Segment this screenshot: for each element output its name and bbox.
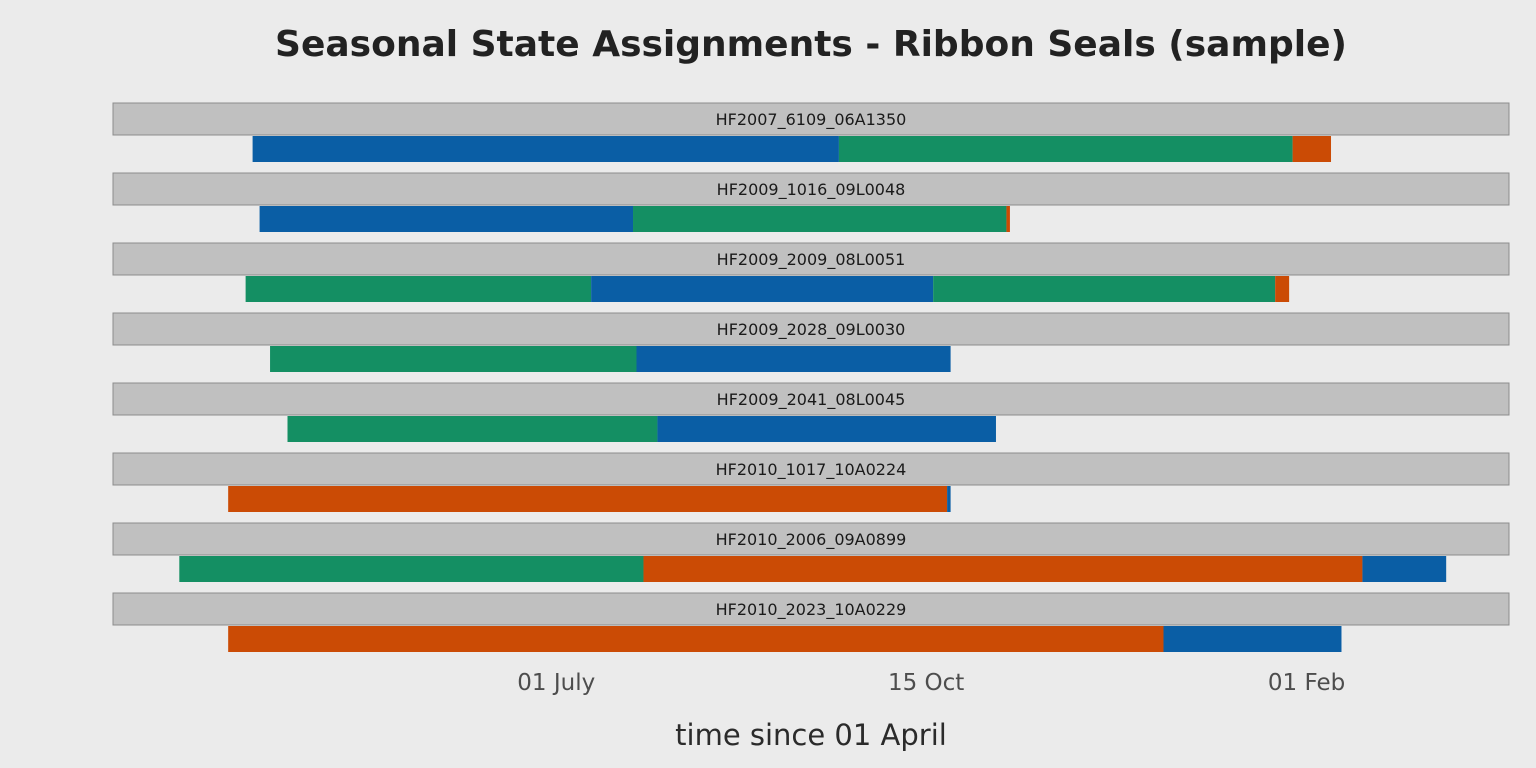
facet-strip-label: HF2009_1016_09L0048 [717, 180, 906, 200]
state-segment [179, 556, 644, 582]
facet-panel: HF2009_1016_09L0048 [112, 172, 1510, 232]
state-segment [270, 346, 637, 372]
state-segment [228, 486, 948, 512]
state-segment [591, 276, 934, 302]
state-segment [245, 276, 592, 302]
facet-strip-label: HF2009_2041_08L0045 [717, 390, 906, 410]
facet-strip-label: HF2010_2023_10A0229 [716, 600, 907, 620]
state-segment [643, 556, 1363, 582]
state-segment [1275, 276, 1290, 302]
state-segment [636, 346, 951, 372]
state-segment [657, 416, 996, 442]
facet-strip [112, 592, 1510, 626]
facet-strip [112, 102, 1510, 136]
facet-panel: HF2009_2041_08L0045 [112, 382, 1510, 442]
x-axis-ticks: 01 July 15 Oct 01 Feb [517, 670, 1345, 696]
state-segment [633, 206, 1007, 232]
state-segment [947, 486, 951, 512]
facet-strip [112, 312, 1510, 346]
facet-panel: HF2007_6109_06A1350 [112, 102, 1510, 162]
facet-strip [112, 452, 1510, 486]
facet-panel: HF2009_2028_09L0030 [112, 312, 1510, 372]
x-tick-label: 15 Oct [888, 670, 964, 696]
state-segment [259, 206, 634, 232]
state-segment [287, 416, 658, 442]
facet-panel: HF2010_2006_09A0899 [112, 522, 1510, 582]
state-segment [252, 136, 839, 162]
state-segment [1362, 556, 1447, 582]
facet-strip [112, 242, 1510, 276]
facet-strip [112, 382, 1510, 416]
state-segment [933, 276, 1276, 302]
x-axis-label: time since 01 April [675, 718, 947, 752]
facet-panel: HF2010_1017_10A0224 [112, 452, 1510, 512]
facet-strip-label: HF2009_2028_09L0030 [717, 320, 906, 340]
facet-strip [112, 522, 1510, 556]
facet-strip [112, 172, 1510, 206]
state-segment [1006, 206, 1010, 232]
x-tick-label: 01 July [517, 670, 595, 696]
panels-layer: HF2007_6109_06A1350 HF2009_1016_09L0048 HF… [112, 102, 1510, 652]
facet-strip-label: HF2009_2009_08L0051 [717, 250, 906, 270]
x-tick-label: 01 Feb [1268, 670, 1345, 696]
state-segment [1163, 626, 1342, 652]
state-segment [838, 136, 1293, 162]
state-segment [1292, 136, 1332, 162]
chart-title: Seasonal State Assignments - Ribbon Seal… [275, 24, 1347, 65]
state-segment [228, 626, 1164, 652]
facet-strip-label: HF2010_1017_10A0224 [716, 460, 907, 480]
facet-panel: HF2009_2009_08L0051 [112, 242, 1510, 302]
facet-strip-label: HF2010_2006_09A0899 [716, 530, 907, 550]
facet-strip-label: HF2007_6109_06A1350 [716, 110, 907, 130]
facet-panel: HF2010_2023_10A0229 [112, 592, 1510, 652]
